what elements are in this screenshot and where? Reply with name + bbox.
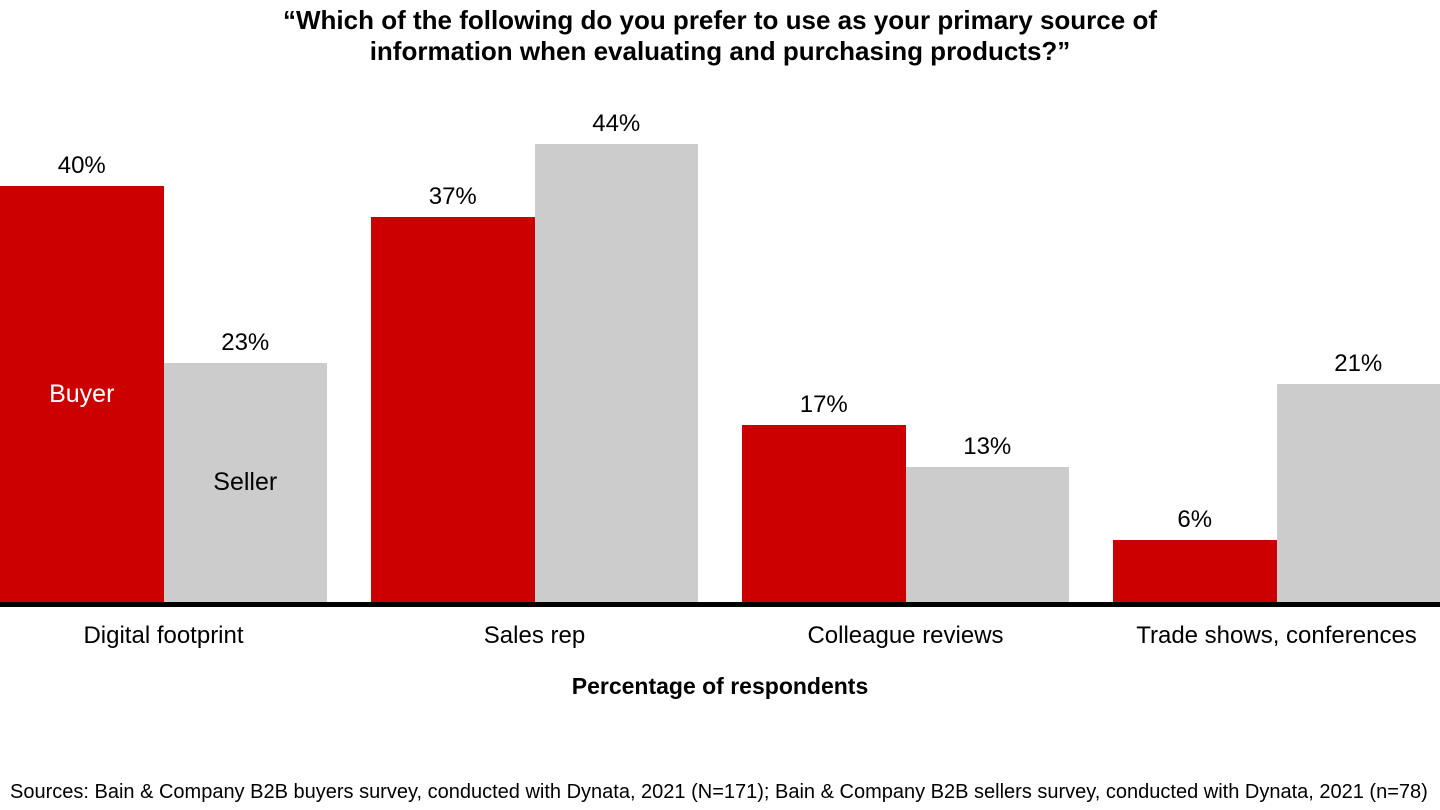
- x-axis-line: [0, 602, 1440, 607]
- source-note: Sources: Bain & Company B2B buyers surve…: [10, 781, 1428, 803]
- bar-seller-digital-footprint: Seller: [163, 363, 327, 602]
- x-axis-category-labels: Digital footprint Sales rep Colleague revi…: [0, 622, 1440, 650]
- bar-group-sales-rep: 37% 44%: [371, 96, 698, 602]
- bar-group-trade-shows-conferences: 6% 21%: [1113, 96, 1440, 602]
- bar-buyer-digital-footprint: Buyer: [0, 186, 164, 602]
- value-label-buyer-trade-shows-conferences: 6%: [1177, 506, 1213, 533]
- value-label-seller-digital-footprint: 23%: [221, 329, 270, 356]
- series-label-seller: Seller: [213, 468, 278, 496]
- plot-area: Buyer 40% Seller 23% 37% 44% 17% 13% 6% 21%: [0, 96, 1440, 602]
- bar-buyer-trade-shows-conferences: [1113, 540, 1277, 602]
- value-label-seller-colleague-reviews: 13%: [963, 433, 1012, 460]
- x-axis-title: Percentage of respondents: [571, 673, 869, 699]
- category-label-sales-rep: Sales rep: [483, 622, 586, 649]
- category-label-digital-footprint: Digital footprint: [83, 622, 244, 649]
- series-label-buyer: Buyer: [49, 379, 115, 408]
- bar-seller-sales-rep: [534, 144, 698, 602]
- value-label-seller-sales-rep: 44%: [592, 110, 641, 137]
- category-label-trade-shows-conferences: Trade shows, conferences: [1136, 622, 1417, 649]
- bar-seller-trade-shows-conferences: [1276, 384, 1440, 602]
- value-label-buyer-sales-rep: 37%: [428, 183, 477, 210]
- value-label-seller-trade-shows-conferences: 21%: [1334, 350, 1383, 377]
- bar-group-colleague-reviews: 17% 13%: [742, 96, 1069, 602]
- category-label-colleague-reviews: Colleague reviews: [807, 622, 1004, 649]
- chart-title: “Which of the following do you prefer to…: [283, 5, 1157, 66]
- bar-group-digital-footprint: Buyer 40% Seller 23%: [0, 96, 327, 602]
- bar-buyer-sales-rep: [371, 217, 535, 602]
- value-label-buyer-colleague-reviews: 17%: [799, 391, 848, 418]
- value-label-buyer-digital-footprint: 40%: [57, 152, 106, 179]
- bar-buyer-colleague-reviews: [742, 425, 906, 602]
- bar-seller-colleague-reviews: [905, 467, 1069, 602]
